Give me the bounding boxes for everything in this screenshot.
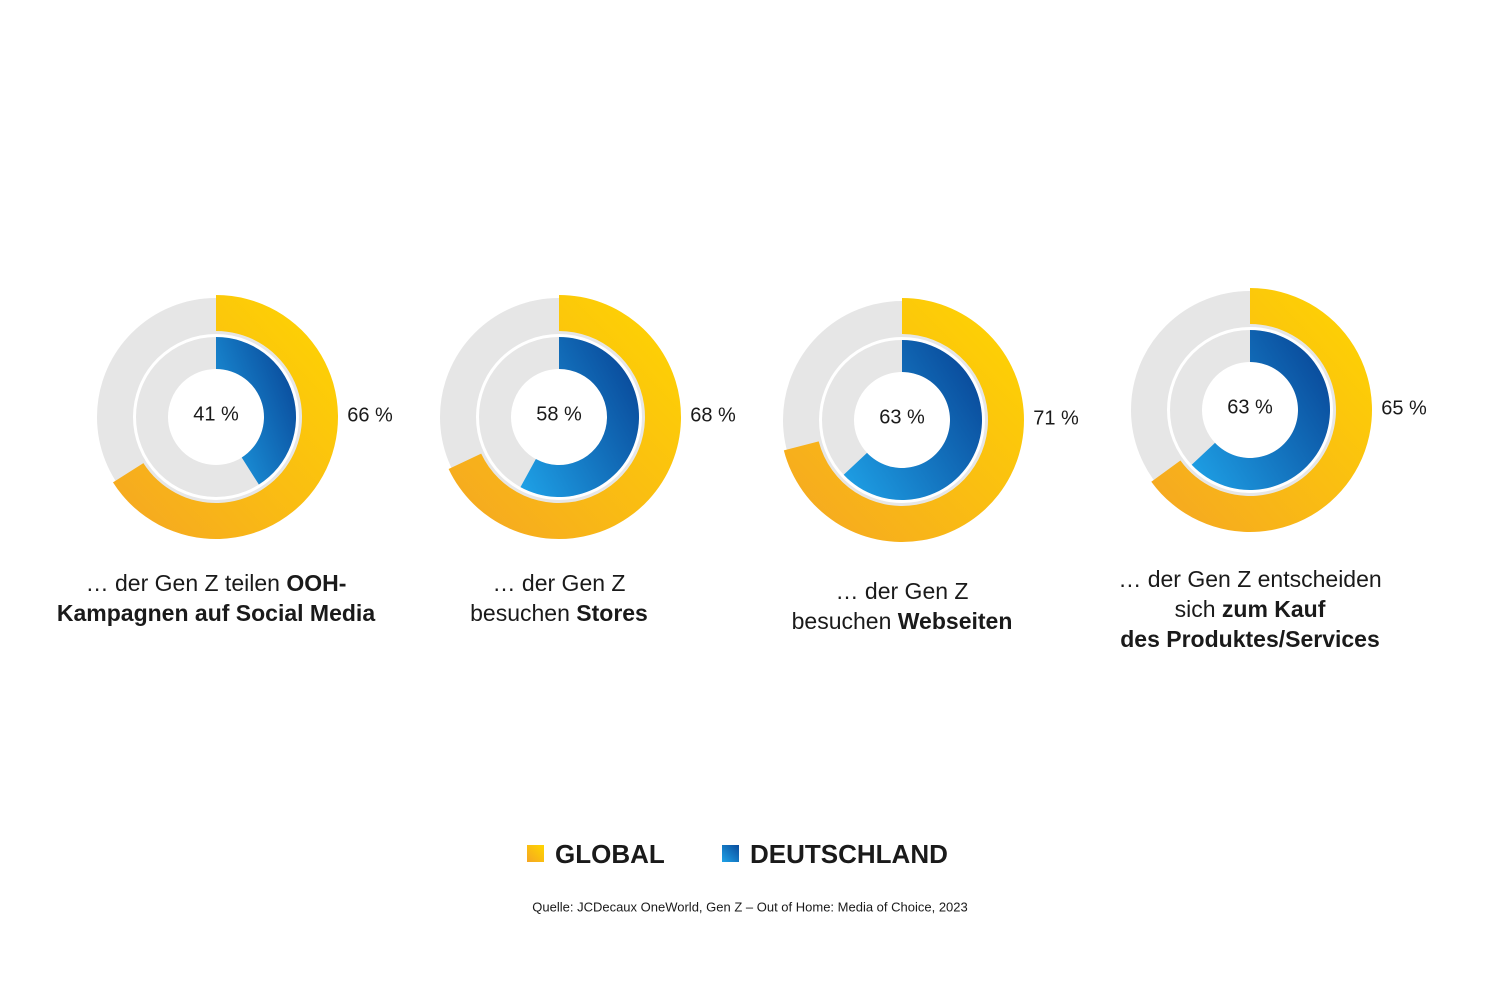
caption-line: … der Gen Z (493, 570, 626, 596)
value-label: 63 % (1227, 396, 1273, 418)
donut-arc (783, 298, 1024, 542)
value-label: 63 % (879, 406, 925, 428)
value-label: 65 % (1381, 397, 1427, 419)
caption-line: besuchen Stores (470, 600, 648, 626)
legend-swatch (527, 845, 544, 862)
caption-line: … der Gen Z entscheiden (1118, 566, 1381, 592)
donut-arc (448, 295, 681, 539)
donut-arc (1151, 288, 1372, 532)
value-label: 66 % (347, 404, 393, 426)
caption-run: OOH- (286, 570, 346, 596)
value-label: 58 % (536, 403, 582, 425)
donut-arc (216, 337, 297, 485)
caption-run: Kampagnen auf Social Media (57, 600, 375, 626)
caption-line: Kampagnen auf Social Media (57, 600, 375, 626)
caption-run: besuchen (792, 608, 898, 634)
caption-run: … der Gen Z (836, 578, 969, 604)
caption-line: … der Gen Z (836, 578, 969, 604)
caption-run: des Produktes/Services (1120, 626, 1380, 652)
value-label: 68 % (690, 404, 736, 426)
caption-line: des Produktes/Services (1120, 626, 1380, 652)
caption-run: … der Gen Z (493, 570, 626, 596)
donut-arc (843, 340, 983, 500)
caption-line: besuchen Webseiten (792, 608, 1013, 634)
donut-arc (520, 337, 640, 497)
legend-swatch (722, 845, 739, 862)
legend-label: GLOBAL (555, 839, 665, 869)
donut-arc (1191, 330, 1331, 490)
donut-arc (112, 295, 338, 539)
caption-line: sich zum Kauf (1175, 596, 1326, 622)
caption-line: … der Gen Z teilen OOH- (86, 570, 347, 596)
value-label: 71 % (1033, 407, 1079, 429)
caption-run: Webseiten (898, 608, 1013, 634)
caption-run: sich (1175, 596, 1222, 622)
caption-run: … der Gen Z teilen (86, 570, 287, 596)
caption-run: besuchen (470, 600, 576, 626)
value-label: 41 % (193, 403, 239, 425)
caption-run: Stores (576, 600, 648, 626)
source: Quelle: JCDecaux OneWorld, Gen Z – Out o… (532, 899, 967, 914)
caption-run: … der Gen Z entscheiden (1118, 566, 1381, 592)
legend-label: DEUTSCHLAND (750, 839, 948, 869)
caption-run: zum Kauf (1222, 596, 1326, 622)
